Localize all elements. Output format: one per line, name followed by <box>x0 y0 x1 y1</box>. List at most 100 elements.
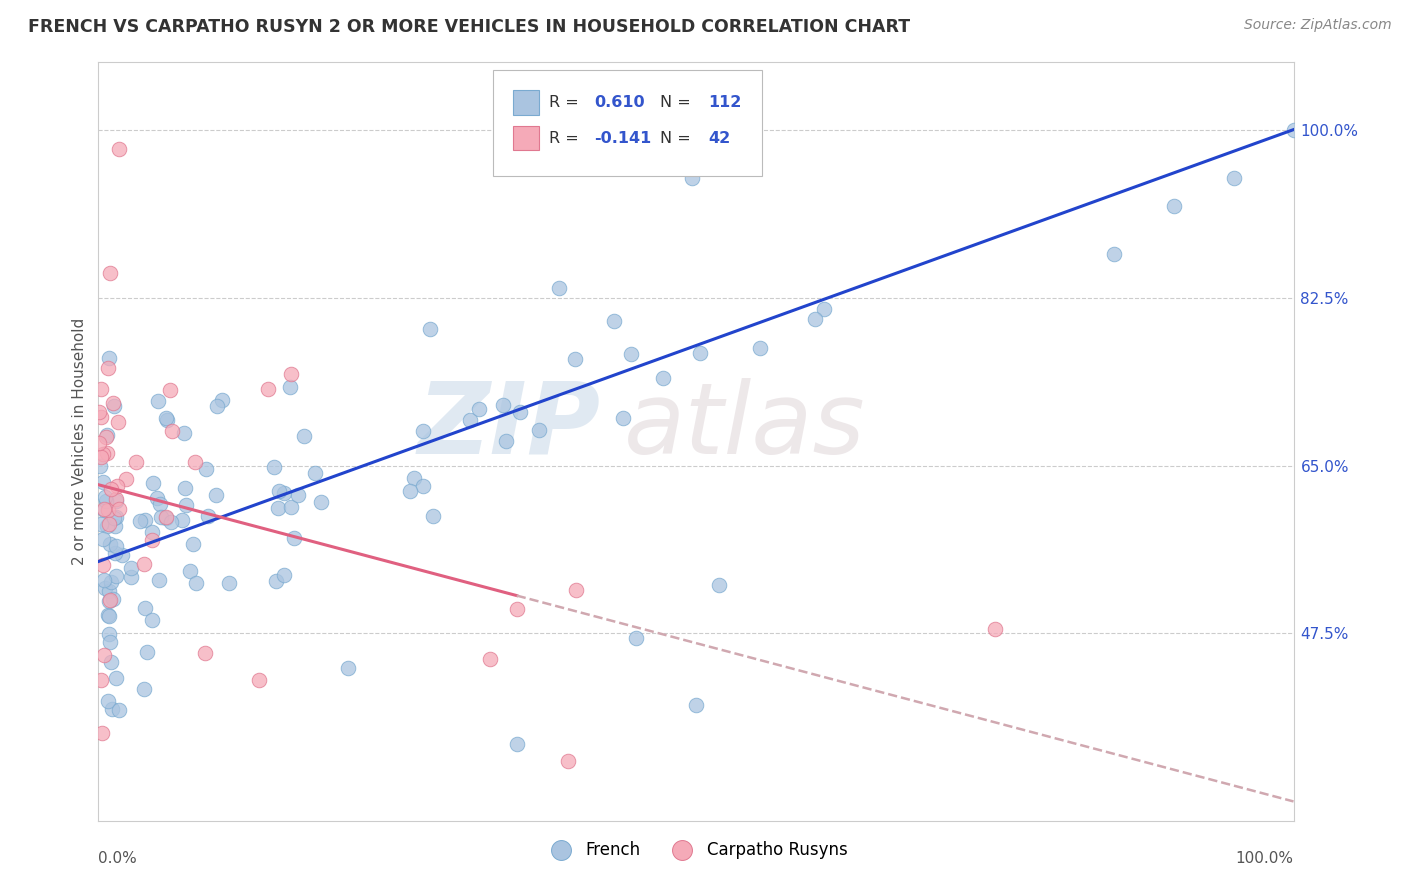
Point <box>94 494 117 508</box>
Point <box>100 655 122 669</box>
Point <box>984 622 1007 636</box>
Text: 100.0%: 100.0% <box>1236 851 1294 866</box>
Bar <box>513 90 540 115</box>
Point <box>709 578 731 592</box>
Point <box>96 518 118 533</box>
Point <box>105 479 128 493</box>
Point <box>458 413 481 427</box>
Point <box>287 488 309 502</box>
Point <box>492 398 515 412</box>
Point <box>135 645 157 659</box>
Point <box>211 392 233 407</box>
Point <box>91 475 114 490</box>
Point <box>97 583 120 598</box>
Y-axis label: 2 or more Vehicles in Household: 2 or more Vehicles in Household <box>72 318 87 566</box>
Point <box>97 502 120 516</box>
Point <box>263 460 285 475</box>
Point <box>194 461 217 475</box>
Point <box>90 517 112 532</box>
Point <box>87 405 110 419</box>
Point <box>509 404 531 418</box>
Point <box>132 557 155 571</box>
Point <box>90 673 112 688</box>
Point <box>1104 247 1126 261</box>
Point <box>309 495 332 509</box>
Point <box>114 472 136 486</box>
Point <box>97 627 120 641</box>
Point <box>93 648 115 662</box>
Point <box>495 434 517 449</box>
Point <box>108 143 131 157</box>
Point <box>120 561 142 575</box>
Point <box>97 594 120 608</box>
Point <box>108 501 131 516</box>
Point <box>506 737 529 751</box>
Point <box>412 479 434 493</box>
Text: atlas: atlas <box>624 378 866 475</box>
Point <box>94 490 117 504</box>
Point <box>100 482 122 496</box>
Point <box>94 581 117 595</box>
Point <box>97 608 120 623</box>
Point <box>90 450 112 464</box>
Bar <box>513 126 540 151</box>
Point <box>150 510 173 524</box>
Point <box>804 312 827 326</box>
Point <box>205 399 228 413</box>
Point <box>278 379 301 393</box>
Point <box>197 508 219 523</box>
Point <box>103 399 125 413</box>
Point <box>97 517 120 532</box>
FancyBboxPatch shape <box>494 70 762 177</box>
Text: 42: 42 <box>709 131 730 145</box>
Point <box>98 593 121 607</box>
Point <box>148 394 170 409</box>
Point <box>269 483 291 498</box>
Point <box>218 576 240 591</box>
Point <box>186 576 208 591</box>
Point <box>90 409 112 424</box>
Point <box>104 539 127 553</box>
Point <box>134 682 156 697</box>
Point <box>468 401 491 416</box>
Point <box>111 548 134 562</box>
Point <box>689 345 711 359</box>
Point <box>612 410 634 425</box>
Point <box>148 574 170 588</box>
Point <box>125 455 148 469</box>
Point <box>141 613 163 627</box>
Point <box>283 531 305 545</box>
Point <box>176 498 198 512</box>
Point <box>557 754 579 768</box>
Point <box>91 558 114 572</box>
Text: N =: N = <box>661 131 696 145</box>
Point <box>620 347 643 361</box>
Point <box>93 503 115 517</box>
Point <box>98 634 121 648</box>
Point <box>97 351 120 366</box>
Point <box>257 382 280 396</box>
Point <box>160 424 183 438</box>
Point <box>159 383 181 397</box>
Point <box>565 583 588 598</box>
Point <box>104 519 127 533</box>
Text: R =: R = <box>548 95 583 110</box>
Point <box>101 591 124 606</box>
Point <box>98 536 121 550</box>
Legend: French, Carpatho Rusyns: French, Carpatho Rusyns <box>537 834 855 865</box>
Point <box>97 694 120 708</box>
Text: Source: ZipAtlas.com: Source: ZipAtlas.com <box>1244 18 1392 32</box>
Point <box>107 415 129 429</box>
Point <box>267 500 290 515</box>
Point <box>336 661 359 675</box>
Point <box>247 673 270 687</box>
Point <box>422 508 444 523</box>
Point <box>105 509 128 524</box>
Point <box>90 382 112 396</box>
Point <box>179 564 201 578</box>
Point <box>170 513 193 527</box>
Point <box>97 607 120 622</box>
Point <box>120 570 142 584</box>
Text: 112: 112 <box>709 95 741 110</box>
Point <box>402 470 425 484</box>
